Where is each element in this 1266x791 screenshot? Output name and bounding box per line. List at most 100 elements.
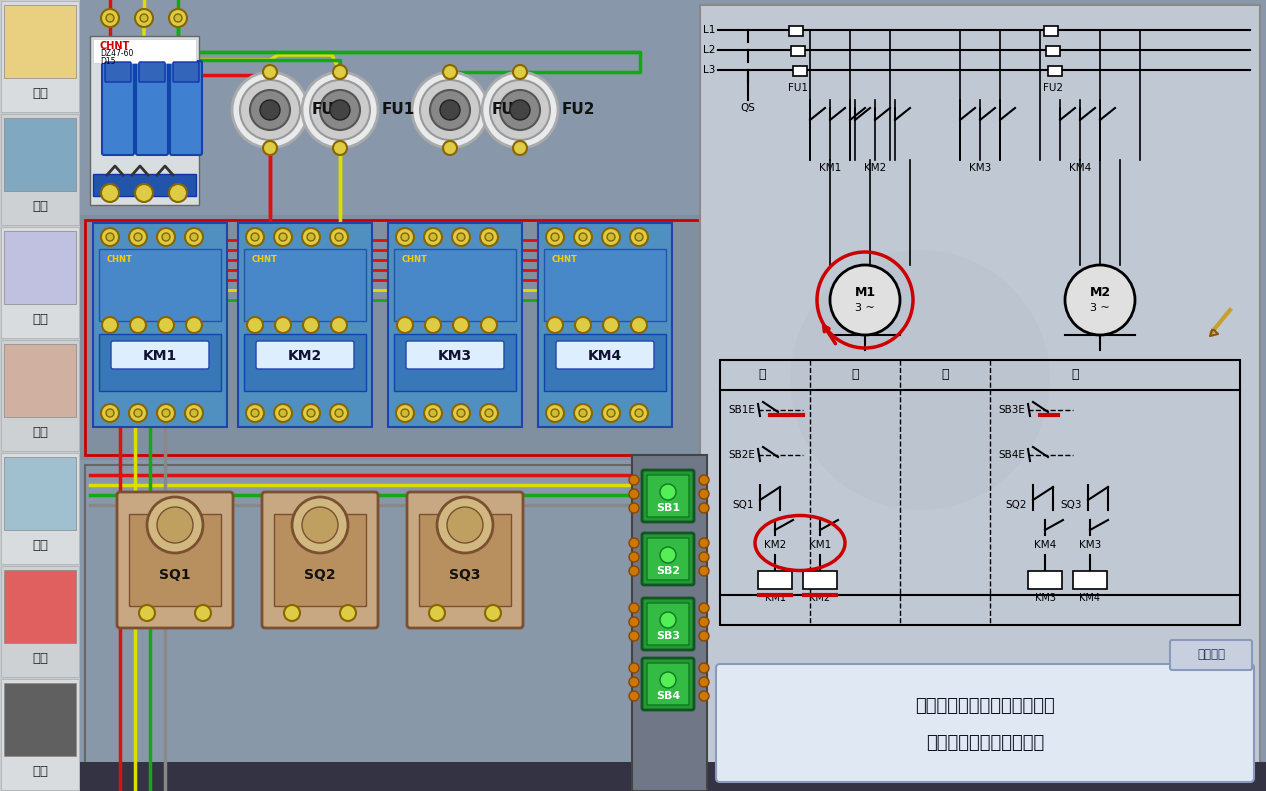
Text: FU1: FU1 bbox=[311, 103, 346, 118]
FancyBboxPatch shape bbox=[80, 0, 1266, 791]
Text: 连线: 连线 bbox=[32, 539, 48, 552]
FancyBboxPatch shape bbox=[1, 1, 78, 112]
Circle shape bbox=[292, 497, 348, 553]
Circle shape bbox=[453, 317, 468, 333]
FancyBboxPatch shape bbox=[1, 114, 78, 225]
FancyBboxPatch shape bbox=[394, 249, 517, 321]
Circle shape bbox=[629, 538, 639, 548]
FancyBboxPatch shape bbox=[170, 61, 203, 155]
Circle shape bbox=[320, 90, 360, 130]
Circle shape bbox=[306, 409, 315, 417]
Circle shape bbox=[130, 317, 146, 333]
Circle shape bbox=[452, 404, 470, 422]
Circle shape bbox=[603, 228, 620, 246]
Circle shape bbox=[333, 141, 347, 155]
FancyBboxPatch shape bbox=[632, 455, 706, 791]
FancyBboxPatch shape bbox=[4, 5, 76, 78]
FancyBboxPatch shape bbox=[1046, 46, 1060, 55]
FancyBboxPatch shape bbox=[1, 340, 78, 451]
Text: KM1: KM1 bbox=[765, 593, 785, 603]
FancyBboxPatch shape bbox=[1043, 25, 1057, 36]
FancyBboxPatch shape bbox=[105, 62, 130, 82]
Circle shape bbox=[452, 228, 470, 246]
Circle shape bbox=[437, 497, 492, 553]
Circle shape bbox=[185, 228, 203, 246]
Text: SQ1: SQ1 bbox=[732, 500, 753, 510]
Text: 操作提示: 操作提示 bbox=[1196, 649, 1225, 661]
FancyBboxPatch shape bbox=[116, 492, 233, 628]
FancyBboxPatch shape bbox=[80, 762, 1266, 791]
FancyBboxPatch shape bbox=[642, 533, 694, 585]
Circle shape bbox=[147, 497, 203, 553]
Circle shape bbox=[429, 233, 437, 241]
Circle shape bbox=[629, 552, 639, 562]
Text: SB3E: SB3E bbox=[998, 405, 1025, 415]
Circle shape bbox=[103, 317, 118, 333]
Circle shape bbox=[699, 631, 709, 641]
Text: DZ47-60: DZ47-60 bbox=[100, 50, 133, 59]
FancyBboxPatch shape bbox=[135, 61, 168, 155]
FancyBboxPatch shape bbox=[419, 514, 511, 606]
Circle shape bbox=[629, 677, 639, 687]
Circle shape bbox=[246, 404, 265, 422]
Circle shape bbox=[284, 605, 300, 621]
FancyBboxPatch shape bbox=[4, 344, 76, 418]
FancyBboxPatch shape bbox=[789, 25, 803, 36]
Circle shape bbox=[629, 503, 639, 513]
Circle shape bbox=[186, 317, 203, 333]
Circle shape bbox=[273, 228, 292, 246]
Text: CHNT: CHNT bbox=[108, 255, 133, 264]
FancyBboxPatch shape bbox=[4, 118, 76, 191]
Text: 3 ~: 3 ~ bbox=[855, 303, 875, 313]
Circle shape bbox=[551, 409, 560, 417]
Circle shape bbox=[162, 233, 170, 241]
FancyBboxPatch shape bbox=[92, 174, 196, 196]
Circle shape bbox=[303, 72, 379, 148]
Text: SB1: SB1 bbox=[656, 503, 680, 513]
Text: KM2: KM2 bbox=[863, 163, 886, 173]
Circle shape bbox=[699, 552, 709, 562]
Circle shape bbox=[306, 233, 315, 241]
Text: KM4: KM4 bbox=[587, 349, 622, 363]
FancyBboxPatch shape bbox=[139, 62, 165, 82]
Circle shape bbox=[603, 317, 619, 333]
FancyBboxPatch shape bbox=[642, 598, 694, 650]
Circle shape bbox=[660, 484, 676, 500]
Circle shape bbox=[411, 72, 487, 148]
Circle shape bbox=[660, 612, 676, 628]
Circle shape bbox=[232, 72, 308, 148]
Circle shape bbox=[195, 605, 211, 621]
Circle shape bbox=[1065, 265, 1136, 335]
Text: 3 ~: 3 ~ bbox=[1090, 303, 1110, 313]
Circle shape bbox=[173, 14, 182, 22]
Circle shape bbox=[157, 228, 175, 246]
Circle shape bbox=[441, 100, 460, 120]
Circle shape bbox=[790, 250, 1050, 510]
Text: 将鼠标放到原理图中器件符号: 将鼠标放到原理图中器件符号 bbox=[915, 697, 1055, 715]
Circle shape bbox=[275, 317, 291, 333]
Circle shape bbox=[303, 317, 319, 333]
FancyBboxPatch shape bbox=[406, 492, 523, 628]
Circle shape bbox=[603, 404, 620, 422]
Circle shape bbox=[485, 605, 501, 621]
Text: 器材: 器材 bbox=[32, 87, 48, 100]
Circle shape bbox=[457, 409, 465, 417]
Circle shape bbox=[101, 228, 119, 246]
Circle shape bbox=[447, 507, 484, 543]
Text: FU2: FU2 bbox=[562, 103, 595, 118]
FancyBboxPatch shape bbox=[544, 249, 666, 321]
Circle shape bbox=[629, 691, 639, 701]
Circle shape bbox=[443, 65, 457, 79]
Circle shape bbox=[573, 404, 592, 422]
FancyBboxPatch shape bbox=[273, 514, 366, 606]
Text: KM1: KM1 bbox=[819, 163, 841, 173]
Circle shape bbox=[190, 409, 197, 417]
Circle shape bbox=[134, 409, 142, 417]
FancyBboxPatch shape bbox=[647, 538, 689, 580]
Circle shape bbox=[830, 265, 900, 335]
Circle shape bbox=[251, 233, 260, 241]
Text: CHNT: CHNT bbox=[552, 255, 577, 264]
Text: L1: L1 bbox=[703, 25, 715, 35]
Text: 布局: 布局 bbox=[32, 426, 48, 439]
FancyBboxPatch shape bbox=[173, 62, 199, 82]
